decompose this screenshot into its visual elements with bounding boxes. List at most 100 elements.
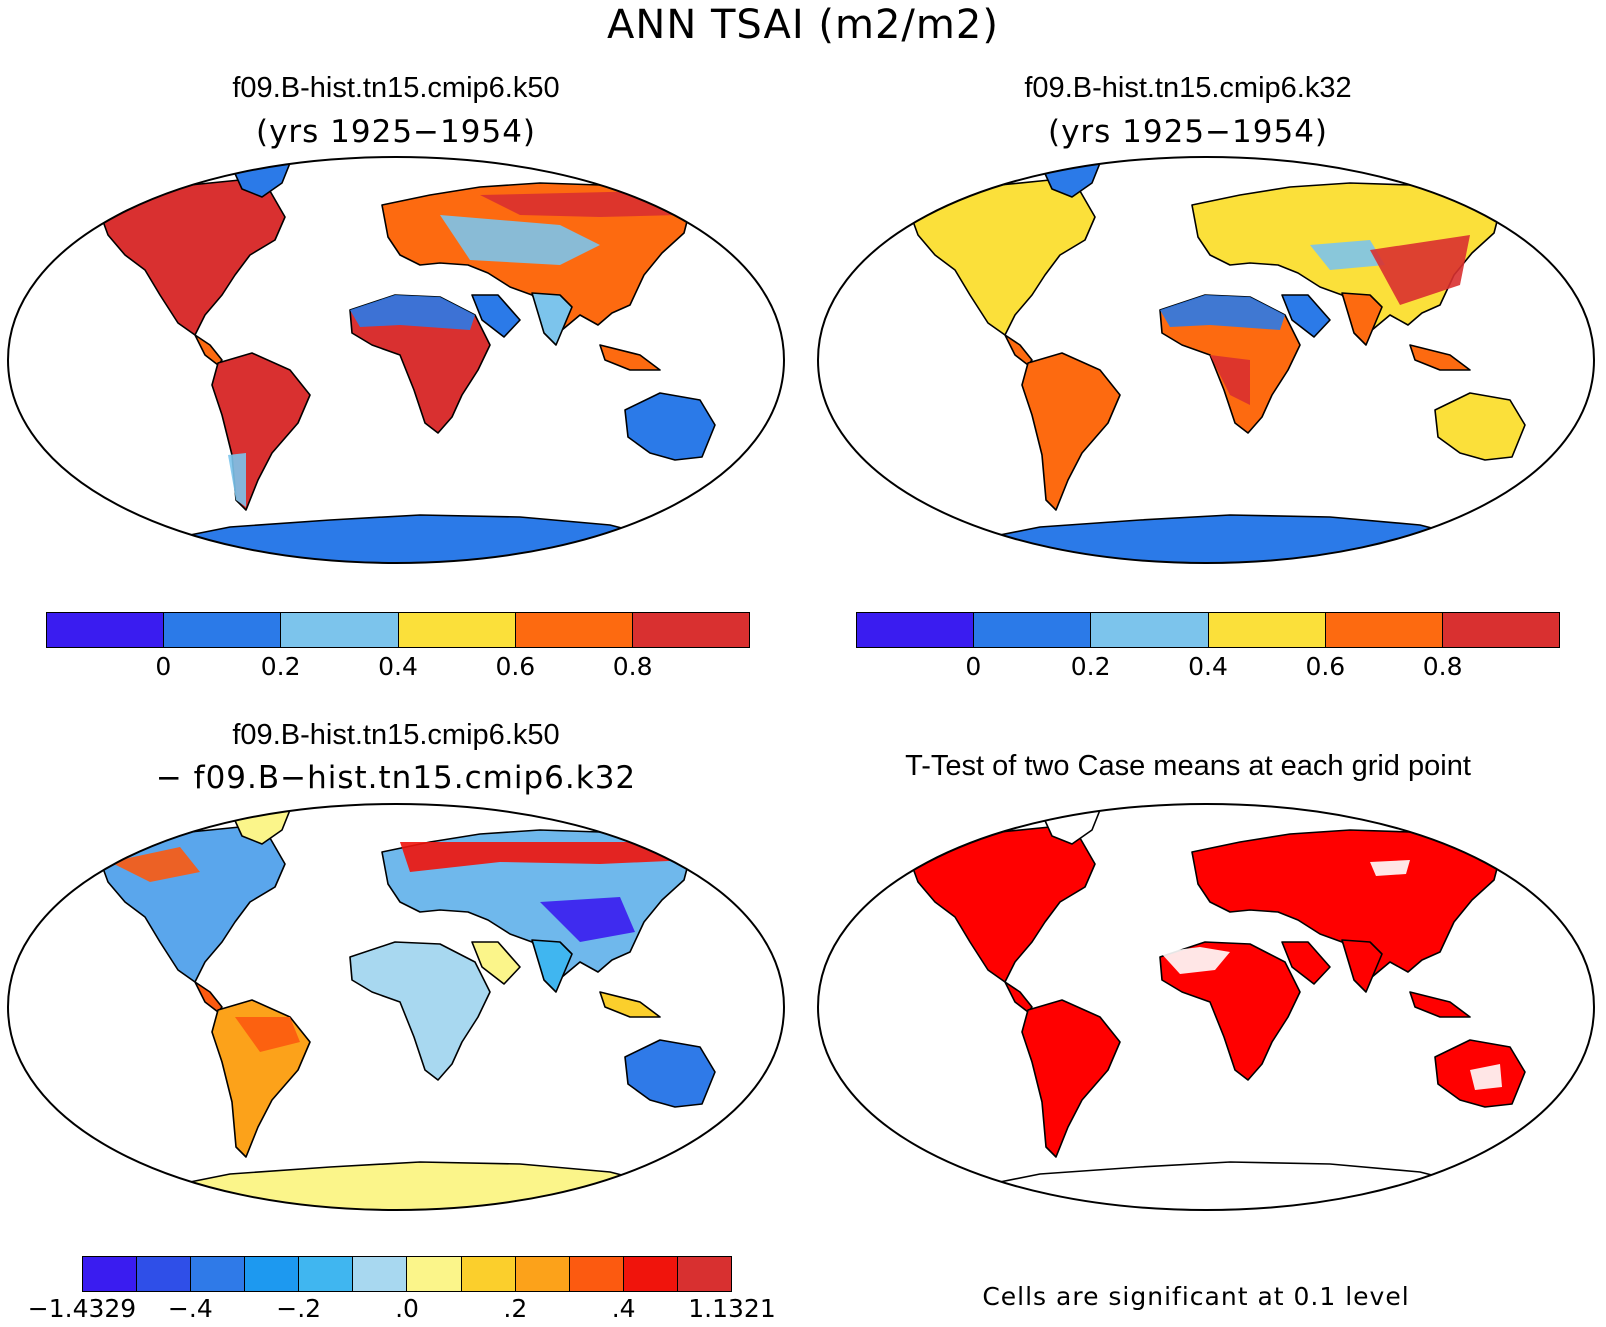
colorbar-tick-label: 1.1321 bbox=[688, 1294, 776, 1323]
region-overlay bbox=[1210, 355, 1250, 405]
region-overlay bbox=[1370, 860, 1410, 876]
colorbar-tick-label: −.4 bbox=[167, 1294, 213, 1323]
landmass-india bbox=[531, 939, 573, 993]
map-outline bbox=[816, 802, 1596, 1212]
colorbar-swatch bbox=[398, 613, 516, 647]
map-top-right bbox=[816, 155, 1596, 565]
panel-subtitle-top-left: (yrs 1925−1954) bbox=[255, 114, 537, 150]
landmass-indonesia bbox=[1409, 991, 1471, 1018]
landmass-samerica bbox=[1021, 999, 1121, 1158]
region-overlay bbox=[400, 842, 690, 872]
figure-title: ANN TSAI (m2/m2) bbox=[607, 2, 999, 48]
map-outline bbox=[6, 802, 786, 1212]
landmass-arabia bbox=[471, 294, 521, 338]
colorbar-tick-label: .4 bbox=[611, 1294, 636, 1323]
colorbar-swatch bbox=[623, 1257, 678, 1291]
colorbar-ticks-top-right: 0 0.2 0.4 0.6 0.8 bbox=[856, 652, 1560, 684]
colorbar-tick-label: 0.4 bbox=[378, 652, 418, 681]
colorbar-tick-label: 0.8 bbox=[612, 652, 653, 681]
colorbar-swatch bbox=[164, 613, 282, 647]
colorbar-tick-label: −.2 bbox=[276, 1294, 322, 1323]
significance-note: Cells are significant at 0.1 level bbox=[982, 1282, 1410, 1311]
region-overlay bbox=[110, 847, 200, 882]
landmass-australia bbox=[624, 1039, 716, 1108]
colorbar-swatch bbox=[281, 613, 399, 647]
landmass-indonesia bbox=[599, 991, 661, 1018]
colorbar-top-left bbox=[46, 612, 750, 648]
colorbar-swatch bbox=[407, 1257, 462, 1291]
panel-title-top-left: f09.B-hist.tn15.cmip6.k50 bbox=[232, 72, 560, 104]
region-overlay bbox=[1160, 947, 1230, 974]
colorbar-swatch bbox=[461, 1257, 516, 1291]
colorbar-swatch bbox=[137, 1257, 192, 1291]
panel-subtitle-bottom-left: − f09.B−hist.tn15.cmip6.k32 bbox=[155, 760, 637, 796]
map-outline bbox=[816, 155, 1596, 565]
colorbar-tick-label: 0.2 bbox=[1070, 652, 1111, 681]
colorbar-tick-label: .0 bbox=[395, 1294, 419, 1323]
colorbar-swatch bbox=[632, 613, 750, 647]
landmass-india bbox=[1341, 292, 1383, 346]
landmass-arabia bbox=[471, 941, 521, 985]
colorbar-tick-label: 0 bbox=[155, 652, 172, 681]
landmass-namerica bbox=[909, 826, 1096, 983]
colorbar-ticks-bottom-left: −1.4329 −.4 −.2 .0 .2 .4 1.1321 bbox=[28, 1294, 776, 1326]
landmass-indonesia bbox=[1409, 344, 1471, 371]
colorbar-swatch bbox=[299, 1257, 354, 1291]
region-overlay bbox=[1160, 295, 1285, 330]
colorbar-swatch bbox=[515, 1257, 570, 1291]
landmass-australia bbox=[1434, 392, 1526, 461]
colorbar-swatch bbox=[1442, 613, 1560, 647]
region-overlay bbox=[350, 295, 475, 330]
colorbar-swatch bbox=[857, 613, 975, 647]
colorbar-top-right bbox=[856, 612, 1560, 648]
landmass-arabia bbox=[1281, 941, 1331, 985]
colorbar-swatch bbox=[353, 1257, 408, 1291]
panel-title-top-right: f09.B-hist.tn15.cmip6.k32 bbox=[1024, 72, 1352, 104]
colorbar-swatch bbox=[245, 1257, 300, 1291]
region-overlay bbox=[440, 215, 600, 265]
landmass-namerica bbox=[909, 179, 1096, 336]
landmass-arabia bbox=[1281, 294, 1331, 338]
colorbar-tick-label: 0.4 bbox=[1188, 652, 1228, 681]
colorbar-tick-label: 0.6 bbox=[495, 652, 536, 681]
landmass-australia bbox=[624, 392, 716, 461]
region-overlay bbox=[1470, 1064, 1502, 1090]
panel-title-bottom-left: f09.B-hist.tn15.cmip6.k50 bbox=[232, 719, 560, 751]
colorbar-tick-label: −1.4329 bbox=[27, 1294, 137, 1323]
map-bottom-left bbox=[6, 802, 786, 1212]
landmass-india bbox=[1341, 939, 1383, 993]
panel-subtitle-top-right: (yrs 1925−1954) bbox=[1047, 114, 1329, 150]
colorbar-swatch bbox=[1091, 613, 1209, 647]
landmass-indonesia bbox=[599, 344, 661, 371]
colorbar-tick-label: .2 bbox=[503, 1294, 528, 1323]
colorbar-swatch bbox=[191, 1257, 246, 1291]
landmass-africa bbox=[1159, 941, 1301, 1081]
panel-title-bottom-right: T-Test of two Case means at each grid po… bbox=[905, 750, 1471, 782]
colorbar-swatch bbox=[677, 1257, 731, 1291]
colorbar-swatch bbox=[47, 613, 165, 647]
colorbar-tick-label: 0.8 bbox=[1422, 652, 1463, 681]
colorbar-swatch bbox=[569, 1257, 624, 1291]
region-overlay bbox=[540, 897, 635, 942]
colorbar-swatch bbox=[1208, 613, 1326, 647]
colorbar-swatch bbox=[515, 613, 633, 647]
colorbar-swatch bbox=[974, 613, 1092, 647]
region-overlay bbox=[1370, 235, 1470, 305]
landmass-samerica bbox=[1021, 352, 1121, 511]
landmass-namerica bbox=[99, 179, 286, 336]
region-overlay bbox=[1310, 240, 1385, 270]
landmass-africa bbox=[349, 941, 491, 1081]
colorbar-tick-label: 0.2 bbox=[260, 652, 301, 681]
region-overlay bbox=[228, 453, 246, 507]
colorbar-swatch bbox=[83, 1257, 138, 1291]
colorbar-bottom-left bbox=[82, 1256, 732, 1292]
map-bottom-right bbox=[816, 802, 1596, 1212]
colorbar-ticks-top-left: 0 0.2 0.4 0.6 0.8 bbox=[46, 652, 750, 684]
region-overlay bbox=[235, 1017, 300, 1052]
map-top-left bbox=[6, 155, 786, 565]
region-overlay bbox=[480, 191, 680, 217]
colorbar-tick-label: 0 bbox=[965, 652, 982, 681]
landmass-india bbox=[531, 292, 573, 346]
colorbar-swatch bbox=[1325, 613, 1443, 647]
map-outline bbox=[6, 155, 786, 565]
